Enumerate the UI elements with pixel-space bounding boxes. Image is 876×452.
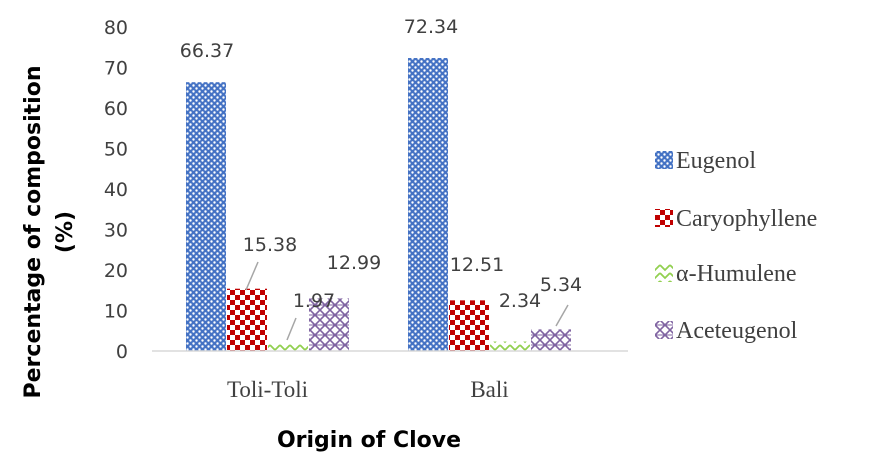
y-tick-label: 10 — [104, 301, 128, 323]
legend-swatch — [655, 151, 673, 169]
y-tick-label: 70 — [104, 58, 128, 80]
data-label: 12.99 — [327, 252, 381, 274]
bars — [186, 58, 571, 351]
data-label: 12.51 — [450, 254, 504, 276]
legend-swatch — [655, 321, 673, 339]
x-axis-title: Origin of Clove — [277, 428, 461, 452]
leader-line — [245, 261, 259, 291]
legend-label: Eugenol — [676, 148, 756, 174]
legend-label: Caryophyllene — [676, 206, 817, 232]
y-tick-label: 60 — [104, 98, 128, 120]
bar-caryophyllene-toli-toli — [227, 288, 267, 351]
bar-eugenol-bali — [408, 58, 448, 351]
leader-lines — [245, 261, 569, 341]
y-tick-label: 0 — [116, 341, 128, 363]
x-category-label: Bali — [470, 377, 508, 402]
y-axis-ticks: 0 10 20 30 40 50 60 70 80 — [104, 17, 128, 363]
legend-swatch — [655, 264, 673, 282]
bar-caryophyllene-bali — [449, 300, 489, 351]
bar--humulene-bali — [490, 341, 530, 351]
legend-label: Aceteugenol — [676, 318, 798, 344]
data-label: 1.97 — [293, 290, 335, 312]
y-tick-label: 40 — [104, 179, 128, 201]
category-labels: Toli-Toli Bali — [227, 377, 509, 402]
data-label: 2.34 — [499, 290, 541, 312]
legend-label: α-Humulene — [676, 261, 797, 287]
bar-aceteugenol-bali — [531, 329, 571, 351]
bar-eugenol-toli-toli — [186, 82, 226, 351]
y-axis-title: Percentage of composition (%) — [21, 66, 78, 399]
data-label: 15.38 — [243, 234, 297, 256]
data-label: 5.34 — [540, 274, 582, 296]
legend: Eugenol Caryophyllene α-Humulene Aceteugeno… — [655, 148, 817, 344]
y-tick-label: 30 — [104, 220, 128, 242]
y-axis-title-line2: (%) — [53, 211, 78, 253]
bar--humulene-toli-toli — [268, 343, 308, 351]
y-tick-label: 50 — [104, 139, 128, 161]
data-label: 66.37 — [180, 40, 234, 62]
y-tick-label: 20 — [104, 260, 128, 282]
leader-line — [286, 317, 297, 341]
data-labels: 66.37 15.38 1.97 12.99 72.34 12.51 2.345.34 — [180, 16, 582, 312]
legend-swatch — [655, 209, 673, 227]
bar-aceteugenol-toli-toli — [309, 298, 349, 351]
leader-line — [555, 304, 569, 327]
y-axis-title-line1: Percentage of composition — [21, 66, 46, 399]
x-category-label: Toli-Toli — [227, 377, 308, 402]
data-label: 72.34 — [404, 16, 458, 38]
y-tick-label: 80 — [104, 17, 128, 39]
